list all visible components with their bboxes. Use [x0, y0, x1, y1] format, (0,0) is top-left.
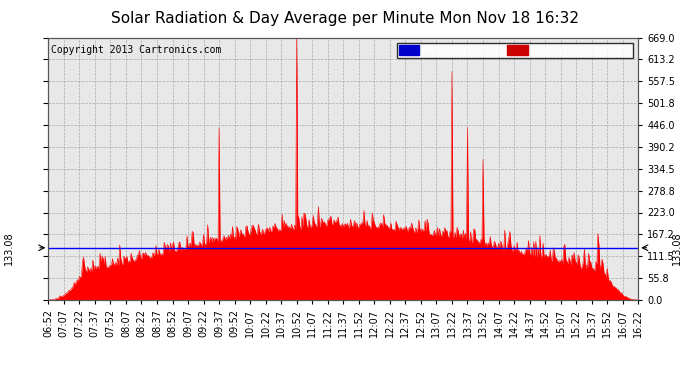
Legend: Median (w/m2), Radiation (w/m2): Median (w/m2), Radiation (w/m2) — [397, 43, 633, 58]
Text: Copyright 2013 Cartronics.com: Copyright 2013 Cartronics.com — [51, 45, 221, 56]
Text: 133.08: 133.08 — [4, 231, 14, 265]
Text: 133.08: 133.08 — [672, 231, 682, 265]
Text: Solar Radiation & Day Average per Minute Mon Nov 18 16:32: Solar Radiation & Day Average per Minute… — [111, 11, 579, 26]
